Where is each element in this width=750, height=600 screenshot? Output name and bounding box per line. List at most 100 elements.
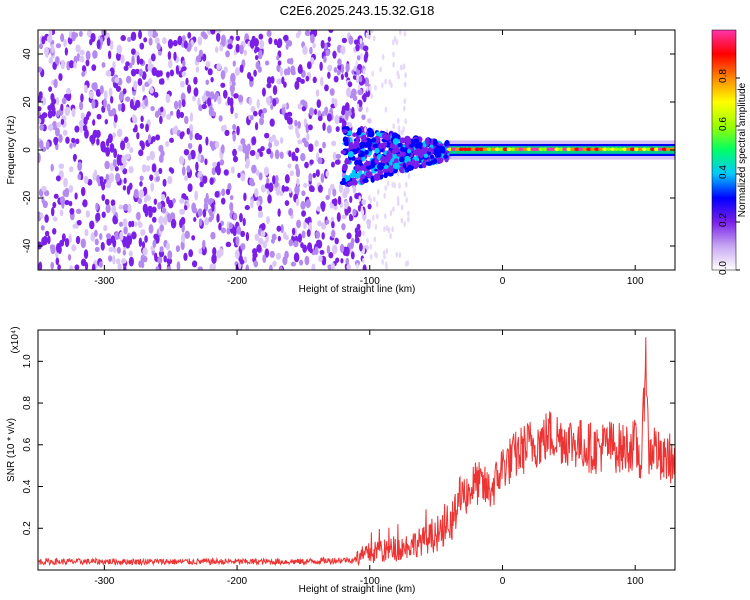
spectrogram-cell <box>383 253 386 260</box>
spectrogram-cell <box>109 162 114 172</box>
spectrogram-cell <box>327 187 332 198</box>
spectrogram-cell <box>311 263 316 270</box>
spectrogram-cell <box>143 196 148 203</box>
spectrogram-cell <box>129 99 134 110</box>
spectrogram-cell <box>254 122 259 131</box>
x-tick-label: 100 <box>627 276 644 287</box>
spectrogram-cell <box>341 37 348 44</box>
spectrogram-cell <box>337 195 342 205</box>
spectrogram-cell <box>309 159 314 165</box>
spectrogram-cell <box>362 45 369 52</box>
spectrogram-cell <box>243 192 247 202</box>
spectrogram-cell <box>52 61 57 70</box>
spectrogram-cell <box>180 80 185 88</box>
spectrogram-cell <box>268 136 274 143</box>
spectrogram-cell <box>313 30 318 38</box>
spectrogram-cell <box>574 147 580 152</box>
spectrogram-cell <box>254 233 260 241</box>
spectrogram-cell <box>368 85 372 92</box>
spectrogram-cell <box>526 147 532 152</box>
spectrogram-cell <box>191 260 198 268</box>
spectrogram-cell <box>198 49 204 57</box>
spectrogram-cell <box>172 39 178 47</box>
spectrogram-cell <box>181 166 186 176</box>
spectrogram-cell <box>79 101 84 111</box>
spectrogram-cell <box>393 36 397 43</box>
spectrogram-cell <box>217 95 222 105</box>
spectrogram-cell <box>50 163 54 172</box>
spectrogram-cell <box>191 202 197 213</box>
spectrogram-cell <box>317 115 323 122</box>
spectrogram-cell <box>187 142 193 150</box>
spectrogram-cell <box>300 99 306 106</box>
spectrogram-cell <box>84 128 89 139</box>
spectrogram-cell <box>105 204 111 214</box>
spectrogram-cell <box>183 252 188 261</box>
spectrogram-cell <box>139 58 144 65</box>
spectrogram-cell <box>162 178 167 187</box>
spectrogram-cell <box>313 108 318 116</box>
spectrogram-cell <box>116 153 121 164</box>
spectrogram-cell <box>407 148 412 154</box>
spectrogram-cell <box>335 126 340 132</box>
spectrogram-cell <box>197 171 203 178</box>
spectrogram-cell <box>414 143 421 150</box>
spectrogram-cell <box>211 111 217 117</box>
spectrogram-cell <box>359 141 367 147</box>
spectrogram-cell <box>175 65 180 75</box>
spectrogram-cell <box>186 165 191 173</box>
spectrogram-cell <box>274 181 279 188</box>
spectrogram-cell <box>318 147 323 154</box>
spectrogram-cell <box>225 188 231 195</box>
y-tick-label: 1.0 <box>22 354 33 368</box>
spectrogram-cell <box>391 226 394 233</box>
spectrogram-cell <box>403 81 407 88</box>
spectrogram-cell <box>123 177 127 184</box>
spectrogram-cell <box>352 95 358 102</box>
spectrogram-cell <box>365 171 373 178</box>
spectrogram-cell <box>283 186 290 192</box>
spectrogram-cell <box>303 182 308 188</box>
spectrogram-cell <box>236 125 240 136</box>
spectrogram-cell <box>125 75 132 84</box>
spectrogram-cell <box>594 147 600 152</box>
spectrogram-cell <box>349 195 353 204</box>
spectrogram-cell <box>586 147 592 152</box>
spectrogram-cell <box>369 253 373 260</box>
spectrogram-cell <box>361 134 366 142</box>
spectrogram-cell <box>80 258 87 267</box>
spectrogram-cell <box>117 263 122 270</box>
spectrogram-cell <box>253 38 259 47</box>
spectrogram-cell <box>109 40 114 51</box>
spectrogram-cell <box>251 136 257 146</box>
spectrogram-cell <box>50 93 55 102</box>
spectrogram-cell <box>243 49 248 56</box>
spectrogram-cell <box>361 199 367 205</box>
spectrogram-cell <box>83 249 89 260</box>
spectrogram-cell <box>337 58 342 66</box>
spectrogram-cell <box>250 105 256 113</box>
spectrogram-cell <box>402 105 406 112</box>
spectrogram-cell <box>146 155 151 161</box>
spectrogram-cell <box>341 214 347 220</box>
spectrogram-cell <box>187 183 193 193</box>
spectrogram-cell <box>65 136 70 144</box>
spectrogram-cell <box>397 142 403 148</box>
spectrogram-cell <box>84 228 89 237</box>
spectrogram-cell <box>60 33 65 43</box>
spectrogram-cell <box>81 71 86 77</box>
spectrogram-cell <box>334 114 340 125</box>
spectrogram-cell <box>400 204 404 211</box>
spectrogram-cell <box>450 147 456 152</box>
spectrogram-cell <box>373 236 377 243</box>
spectrogram-cell <box>162 37 167 45</box>
spectrogram-cell <box>370 92 374 99</box>
spectrogram-cell <box>264 132 270 139</box>
spectrogram-cell <box>324 84 329 92</box>
spectrogram-cell <box>133 221 138 227</box>
spectrogram-cell <box>121 258 127 264</box>
spectrogram-cell <box>257 205 263 212</box>
snr-scale-label: (x10⁴) <box>10 326 21 353</box>
spectrogram-cell <box>101 194 106 202</box>
spectrogram-cell <box>92 50 98 59</box>
